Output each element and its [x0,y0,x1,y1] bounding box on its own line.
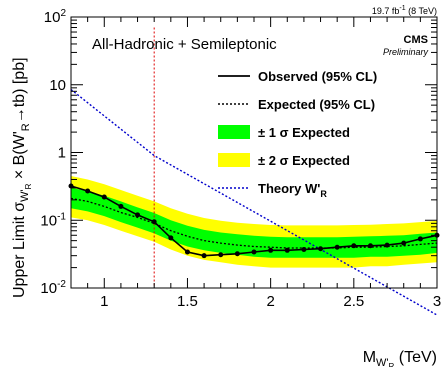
observed-point [401,240,407,246]
lumi-label: 19.7 fb-1 (8 TeV) [372,5,437,16]
observed-point [151,219,157,225]
observed-point [201,253,207,259]
legend-label: ± 1 σ Expected [258,125,350,140]
expected-line [70,197,438,249]
observed-point [234,251,240,257]
observed-point [367,243,373,249]
observed-point [318,246,324,252]
legend-one-sigma-swatch [218,125,250,139]
channel-label: All-Hadronic + Semileptonic [92,36,277,53]
legend-two-sigma-swatch [218,153,250,167]
axis-ticks: 1 1.5 2 2.5 3 10-2 10-1 1 10 102 [40,8,441,310]
legend-label: Theory W'R [258,181,327,199]
observed-point [284,247,290,253]
legend: Observed (95% CL) Expected (95% CL) ± 1 σ … [218,69,377,199]
limit-lines [68,27,440,316]
observed-point [334,244,340,250]
observed-point [101,194,107,200]
x-tick-label: 3 [433,293,441,310]
observed-point [85,188,91,194]
experiment-label: CMS [404,34,428,46]
observed-point [184,249,190,255]
observed-point [384,242,390,248]
y-tick-label: 10-2 [40,279,66,297]
legend-label: Observed (95% CL) [258,69,377,84]
x-axis-label: MW'R (TeV) [363,349,437,367]
y-tick-label: 10 [49,77,66,94]
legend-label: ± 2 σ Expected [258,153,350,168]
y-tick-label: 1 [58,145,66,162]
observed-point [251,249,257,255]
observed-point [417,236,423,242]
y-tick-label: 102 [44,8,67,26]
observed-point [135,212,141,218]
observed-point [351,243,357,249]
status-label: Preliminary [383,47,429,57]
x-tick-label: 1 [100,293,108,310]
x-tick-label: 2.5 [343,293,364,310]
observed-point [168,235,174,241]
observed-point [301,247,307,253]
uncertainty-bands [71,176,437,268]
observed-point [118,203,124,209]
x-tick-label: 2 [266,293,274,310]
one-sigma-band [71,187,437,258]
observed-point [218,252,224,258]
y-axis-label: Upper Limit σW'R × B(W'R→tb) [pb] [11,57,33,298]
x-tick-label: 1.5 [177,293,198,310]
observed-point [268,247,274,253]
legend-label: Expected (95% CL) [258,97,375,112]
y-tick-label: 10-1 [40,211,66,229]
